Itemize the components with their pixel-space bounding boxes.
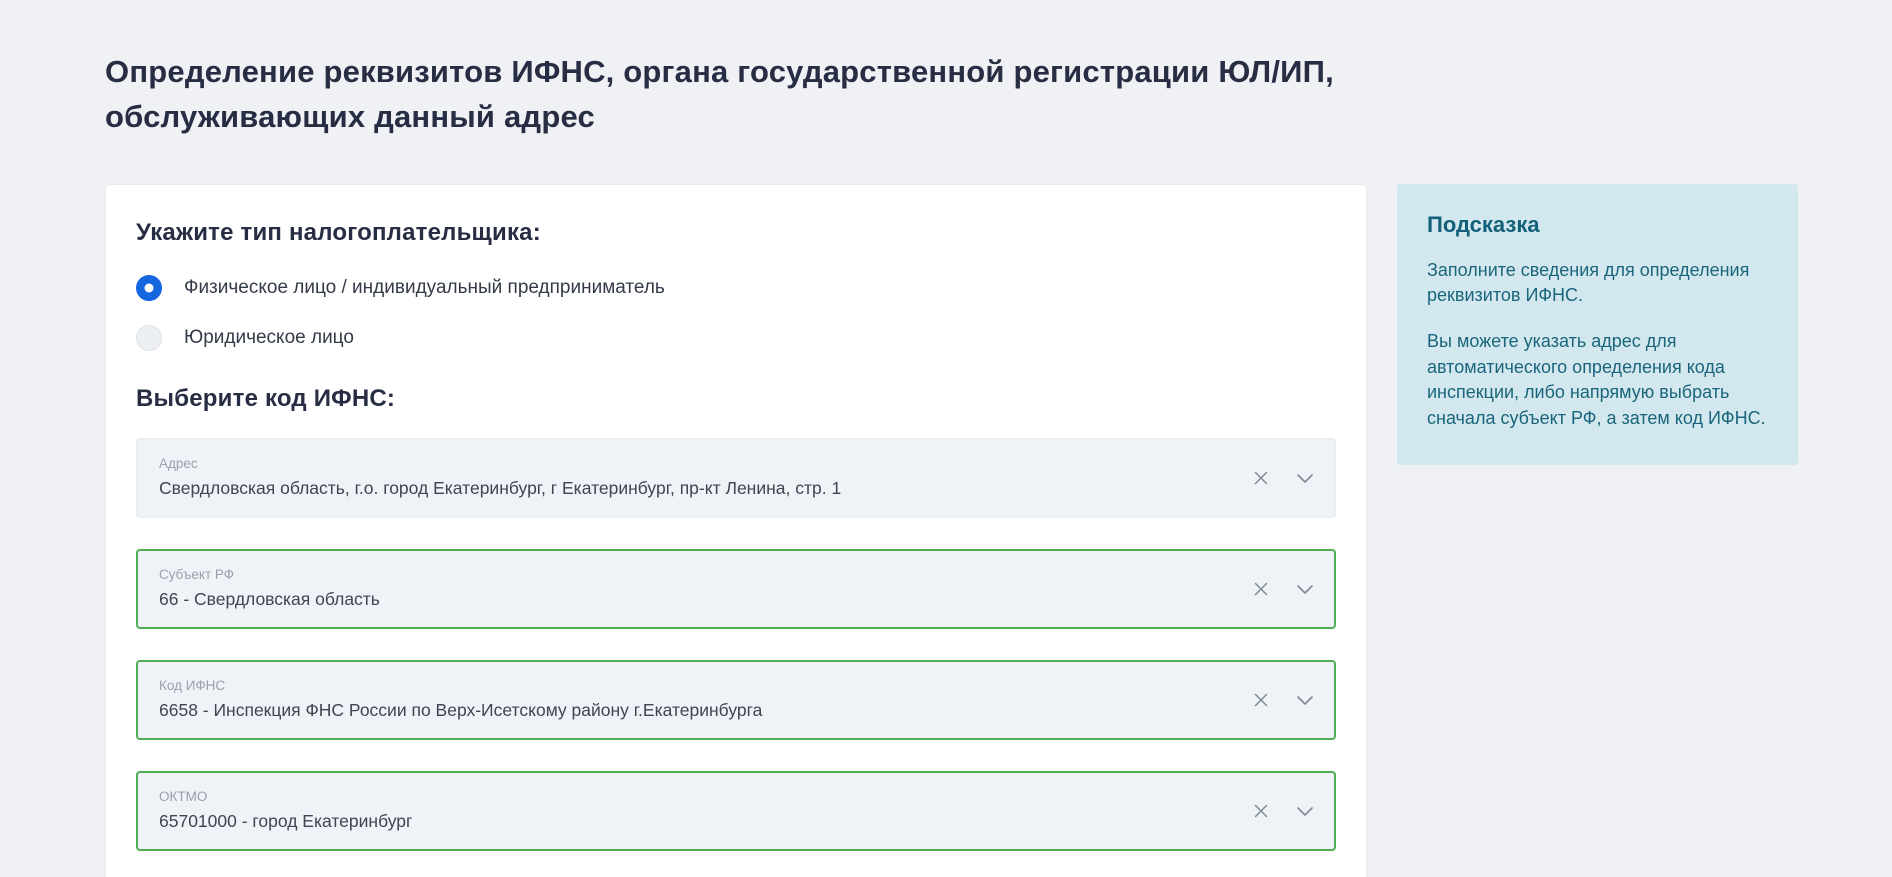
- hint-paragraph: Заполните сведения для определения рекви…: [1427, 259, 1750, 306]
- clear-icon[interactable]: [1249, 688, 1273, 712]
- field-label: ОКТМО: [159, 789, 208, 805]
- field-texts: Код ИФНС 6658 - Инспекция ФНС России по …: [159, 678, 1249, 721]
- hint-panel-title: Подсказка: [1427, 211, 1540, 237]
- radio-option-individual[interactable]: Физическое лицо / индивидуальный предпри…: [136, 274, 1336, 301]
- field-icons: [1249, 466, 1317, 490]
- clear-icon[interactable]: [1249, 799, 1273, 823]
- ifns-fields: Адрес Свердловская область, г.о. город Е…: [136, 437, 1336, 851]
- field-value: 65701000 - город Екатеринбург: [159, 811, 413, 832]
- radio-option-label: Юридическое лицо: [184, 326, 354, 348]
- hint-panel: Подсказка Заполните сведения для определ…: [1397, 183, 1798, 466]
- chevron-down-icon[interactable]: [1293, 688, 1317, 712]
- field-value: 6658 - Инспекция ФНС России по Верх-Исет…: [159, 700, 763, 721]
- chevron-down-icon[interactable]: [1293, 466, 1317, 490]
- clear-icon[interactable]: [1249, 577, 1273, 601]
- oktmo-field[interactable]: ОКТМО 65701000 - город Екатеринбург: [136, 770, 1336, 851]
- main-content: Укажите тип налогоплательщика: Физическо…: [105, 183, 1892, 877]
- ifns-code-heading: Выберите код ИФНС:: [136, 384, 396, 412]
- hint-paragraph: Вы можете указать адрес для автоматическ…: [1427, 330, 1766, 428]
- field-icons: [1249, 577, 1317, 601]
- taxpayer-type-radio-group: Физическое лицо / индивидуальный предпри…: [136, 274, 1336, 351]
- radio-option-label: Физическое лицо / индивидуальный предпри…: [184, 276, 665, 298]
- clear-icon[interactable]: [1249, 466, 1273, 490]
- field-value: 66 - Свердловская область: [159, 589, 380, 610]
- page-title: Определение реквизитов ИФНС, органа госу…: [105, 54, 1334, 134]
- field-value: Свердловская область, г.о. город Екатери…: [159, 478, 842, 499]
- ifns-code-field[interactable]: Код ИФНС 6658 - Инспекция ФНС России по …: [136, 659, 1336, 740]
- chevron-down-icon[interactable]: [1293, 577, 1317, 601]
- field-icons: [1249, 799, 1317, 823]
- region-field[interactable]: Субъект РФ 66 - Свердловская область: [136, 548, 1336, 629]
- address-field[interactable]: Адрес Свердловская область, г.о. город Е…: [136, 437, 1336, 518]
- radio-option-legal-entity[interactable]: Юридическое лицо: [136, 324, 1336, 351]
- field-texts: Субъект РФ 66 - Свердловская область: [159, 567, 1249, 610]
- field-texts: Адрес Свердловская область, г.о. город Е…: [159, 456, 1249, 499]
- field-label: Код ИФНС: [159, 678, 226, 694]
- taxpayer-type-heading: Укажите тип налогоплательщика:: [136, 218, 541, 246]
- field-texts: ОКТМО 65701000 - город Екатеринбург: [159, 789, 1249, 832]
- chevron-down-icon[interactable]: [1293, 799, 1317, 823]
- field-label: Адрес: [159, 456, 198, 472]
- field-label: Субъект РФ: [159, 567, 234, 583]
- field-icons: [1249, 688, 1317, 712]
- form-card: Укажите тип налогоплательщика: Физическо…: [105, 183, 1367, 877]
- radio-selected-icon[interactable]: [136, 274, 162, 301]
- radio-unselected-icon[interactable]: [136, 324, 162, 351]
